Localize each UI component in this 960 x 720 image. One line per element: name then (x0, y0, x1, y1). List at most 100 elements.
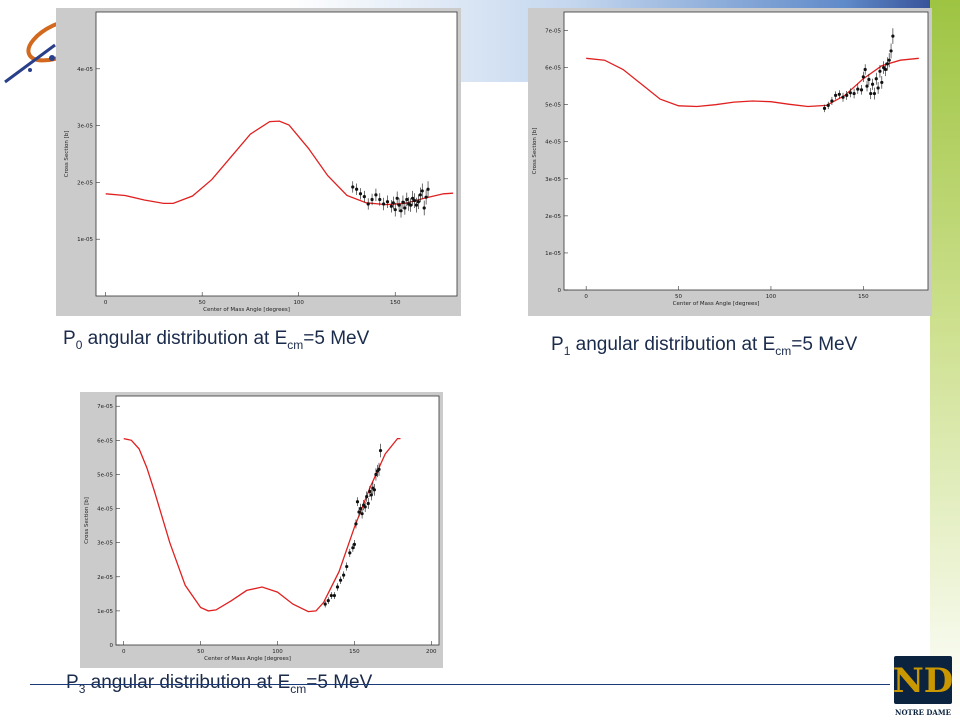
data-point (867, 77, 871, 82)
data-point (369, 493, 373, 497)
y-tick-label: 5e-05 (545, 103, 561, 109)
data-point (372, 488, 376, 492)
data-point (399, 209, 403, 213)
data-point (861, 75, 865, 79)
plot-area (95, 11, 458, 297)
y-tick-label: 5e-05 (97, 472, 113, 478)
x-tick-label: 100 (766, 294, 777, 300)
data-point (348, 551, 352, 555)
plot-area (563, 11, 929, 291)
fit-curve (123, 437, 401, 613)
data-point (872, 91, 877, 96)
data-point (326, 599, 330, 603)
chart-p0: 0 50 100 150 1e-05 2e-05 3e-05 4e-05 Center of M… (64, 11, 458, 313)
data-point (891, 34, 895, 38)
y-tick-label: 1e-05 (77, 237, 93, 243)
data-point (837, 92, 841, 96)
data-point (869, 91, 873, 96)
data-point (403, 206, 407, 210)
data-point (329, 593, 333, 598)
data-point (393, 208, 397, 212)
data-point (389, 204, 393, 208)
x-tick-label: 50 (197, 649, 204, 655)
svg-text:ND: ND (893, 661, 954, 701)
data-point (378, 197, 382, 202)
data-point (358, 192, 363, 196)
data-point (374, 472, 378, 477)
x-tick-label: 0 (122, 649, 126, 655)
data-point (865, 84, 869, 88)
data-point (863, 67, 867, 72)
x-tick-label: 0 (584, 294, 588, 300)
data-point (352, 542, 357, 546)
data-point (834, 93, 838, 97)
data-point (377, 467, 381, 471)
y-tick-label: 7e-05 (97, 404, 113, 410)
caption-p3: P3 angular distribution at Ecm=5 MeV (66, 672, 373, 696)
data-point (362, 195, 366, 199)
plot-area (115, 395, 440, 646)
data-point (357, 510, 361, 514)
data-point (332, 593, 337, 598)
x-tick-label: 100 (293, 300, 304, 306)
y-tick-label: 3e-05 (97, 541, 113, 547)
data-point (859, 88, 864, 92)
data-point (883, 67, 888, 72)
y-tick-label: 1e-05 (545, 251, 561, 257)
data-point (385, 200, 390, 204)
bottom-divider (30, 684, 890, 685)
data-point (845, 93, 849, 97)
x-tick-label: 100 (272, 649, 283, 655)
y-tick-label: 7e-05 (545, 29, 561, 35)
y-tick-label: 2e-05 (97, 575, 113, 581)
data-point (360, 512, 364, 516)
data-point (355, 187, 359, 191)
y-axis-label: Cross Section [b] (64, 131, 70, 178)
y-tick-label: 0 (558, 288, 562, 294)
x-tick-label: 50 (199, 300, 206, 306)
data-point (841, 95, 845, 99)
data-point (366, 202, 370, 206)
chart-p3: 0 50 100 150 200 0 1e-05 2e-05 3e-05 4e-05 5e-05 6e… (84, 395, 440, 662)
y-tick-label: 6e-05 (97, 438, 113, 444)
y-tick-label: 1e-05 (97, 609, 113, 615)
y-axis-label: Cross Section [b] (84, 497, 90, 544)
chart-panel-p3: 0 50 100 150 200 0 1e-05 2e-05 3e-05 4e-05 5e-05 6e… (80, 392, 443, 668)
data-point (374, 193, 378, 197)
data-point (345, 564, 349, 569)
data-point (826, 103, 830, 108)
x-axis-label: Center of Mass Angle [degrees] (203, 307, 290, 313)
data-point (416, 200, 420, 204)
notre-dame-monogram-icon: ND NOTRE DAME (893, 656, 954, 717)
data-point (876, 86, 880, 90)
caption-p0: P0 angular distribution at Ecm=5 MeV (63, 328, 370, 352)
data-point (822, 106, 827, 110)
data-point (354, 522, 358, 526)
x-axis-label: Center of Mass Angle [degrees] (204, 656, 291, 662)
data-point (370, 197, 374, 202)
x-tick-label: 150 (858, 294, 869, 300)
data-point (368, 489, 372, 494)
chart-panel-p1: 0 50 100 150 0 1e-05 2e-05 3e-05 4e-05 5e-05 6e-05… (528, 8, 932, 316)
y-tick-label: 4e-05 (545, 140, 561, 146)
data-point (874, 77, 878, 81)
notre-dame-wordmark: NOTRE DAME (895, 708, 951, 717)
data-point (848, 91, 852, 95)
data-point (382, 202, 386, 206)
data-point (424, 195, 428, 199)
data-point (414, 203, 419, 207)
y-tick-label: 3e-05 (77, 124, 93, 130)
data-point (856, 87, 860, 91)
data-point (870, 82, 875, 86)
data-point (878, 69, 882, 73)
data-point (885, 62, 889, 66)
x-tick-label: 0 (104, 300, 108, 306)
data-point (405, 197, 409, 202)
data-point (397, 203, 401, 207)
data-point (358, 506, 363, 511)
data-point (335, 585, 340, 589)
data-point (830, 99, 834, 103)
y-tick-label: 2e-05 (77, 180, 93, 186)
data-point (395, 196, 399, 200)
x-tick-label: 150 (349, 649, 360, 655)
